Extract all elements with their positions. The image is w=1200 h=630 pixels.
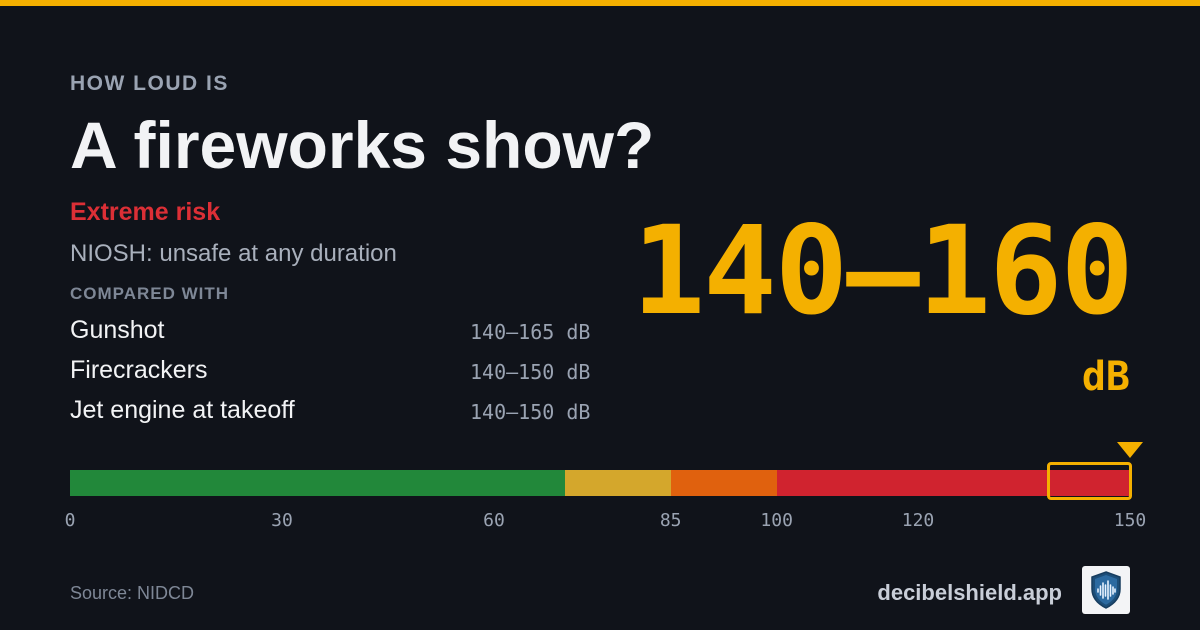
level-marker-icon bbox=[1117, 442, 1143, 458]
scale-segment bbox=[564, 470, 671, 496]
brand-name: decibelshield.app bbox=[877, 580, 1062, 605]
eyebrow-label: HOW LOUD IS bbox=[70, 72, 229, 95]
scale-tick-label: 150 bbox=[1113, 510, 1147, 531]
scale-segment bbox=[70, 470, 565, 496]
scale-tick-label: 0 bbox=[64, 510, 76, 531]
comparison-name: Firecrackers bbox=[70, 356, 208, 384]
level-highlight bbox=[1047, 462, 1132, 500]
comparison-range: 140–150 dB bbox=[470, 400, 591, 424]
page-title: A fireworks show? bbox=[70, 108, 655, 182]
scale-segment bbox=[670, 470, 777, 496]
comparison-row: Gunshot 140–165 dB bbox=[70, 316, 630, 348]
scale-tick-label: 85 bbox=[659, 510, 682, 531]
niosh-note: NIOSH: unsafe at any duration bbox=[70, 240, 397, 267]
scale-segment bbox=[776, 470, 1130, 496]
scale-tick-label: 60 bbox=[483, 510, 505, 531]
scale-tick-label: 120 bbox=[901, 510, 935, 531]
decibel-scale: 0 30 60 85 100 120 150 bbox=[65, 442, 1146, 531]
risk-label: Extreme risk bbox=[70, 198, 221, 226]
compared-with-heading: COMPARED WITH bbox=[70, 284, 230, 303]
scale-tick-label: 100 bbox=[760, 510, 793, 531]
shield-logo-icon bbox=[1082, 566, 1130, 614]
top-accent-bar bbox=[0, 0, 1200, 6]
decibel-unit: dB bbox=[1081, 354, 1130, 400]
comparison-name: Jet engine at takeoff bbox=[70, 396, 295, 424]
decibel-range-value: 140–160 bbox=[631, 200, 1134, 342]
scale-tick-label: 30 bbox=[271, 510, 293, 531]
comparison-row: Jet engine at takeoff 140–150 dB bbox=[70, 396, 630, 428]
comparison-name: Gunshot bbox=[70, 316, 165, 344]
comparison-range: 140–165 dB bbox=[470, 320, 591, 344]
source-credit: Source: NIDCD bbox=[70, 583, 195, 603]
comparison-row: Firecrackers 140–150 dB bbox=[70, 356, 630, 388]
comparison-range: 140–150 dB bbox=[470, 360, 591, 384]
